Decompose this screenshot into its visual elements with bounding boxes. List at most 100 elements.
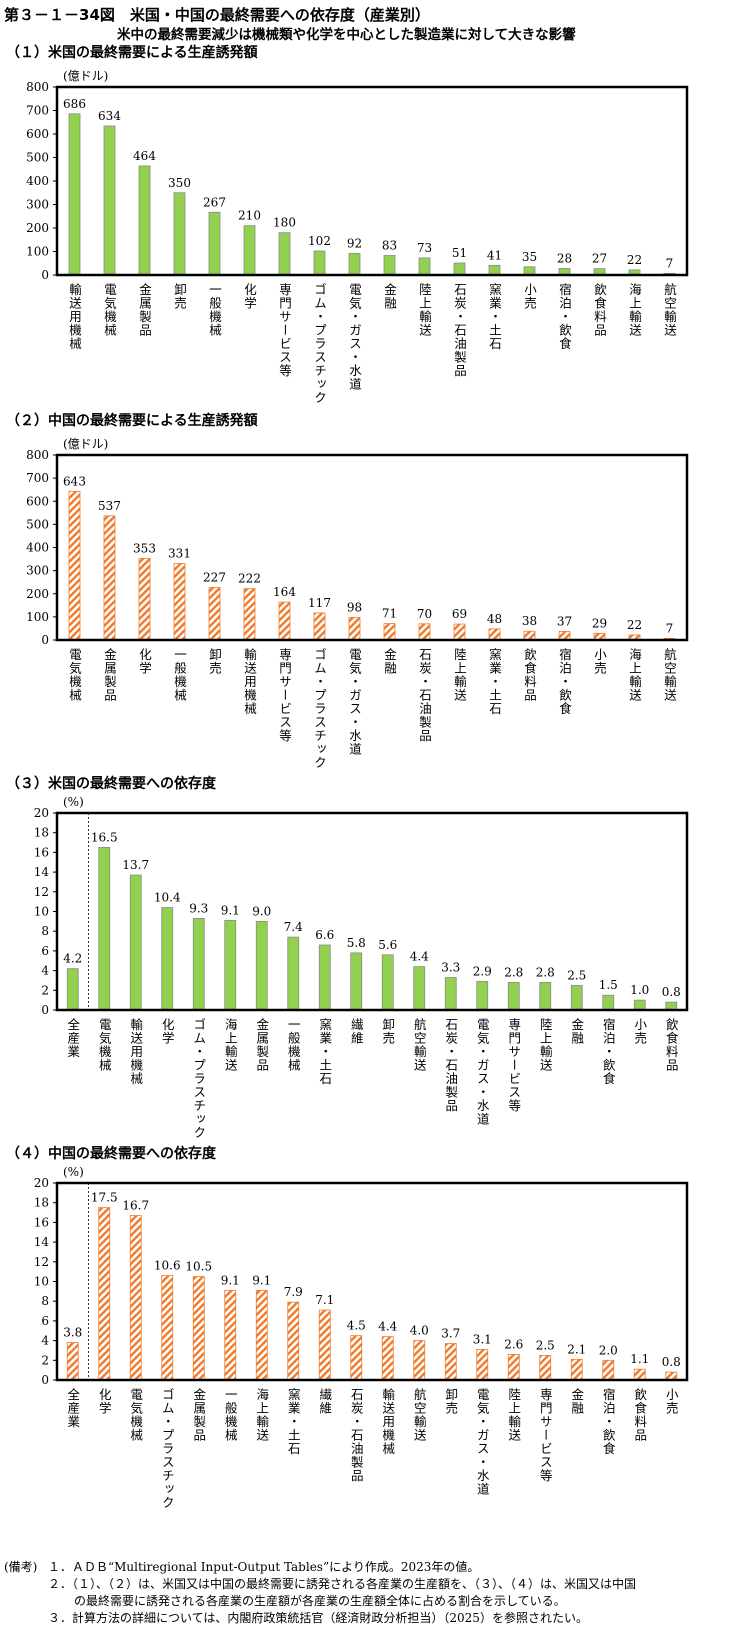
chart4-title: （４）中国の最終需要への依存度	[6, 1146, 216, 1162]
chart1-bar	[348, 252, 361, 276]
chart1-data-label: 41	[487, 248, 502, 262]
chart4-ytick-label: 12	[34, 1255, 49, 1269]
chart2-category-label: 輸送用機械	[242, 647, 257, 716]
chart4-bar	[224, 1289, 237, 1381]
chart1-bar	[68, 113, 81, 276]
chart2-data-label: 643	[63, 474, 86, 488]
chart4-data-label: 4.5	[347, 1319, 366, 1333]
chart3-category-label: 化学	[160, 1018, 175, 1045]
chart3-category-label: 輸送用機械	[128, 1017, 143, 1086]
chart4-bar	[66, 1342, 79, 1381]
chart4-ytick-label: 2	[41, 1353, 49, 1367]
chart4-data-label: 16.7	[122, 1199, 149, 1213]
chart4-data-label: 4.4	[378, 1320, 397, 1334]
chart4-data-label: 0.8	[662, 1355, 681, 1369]
note-3: ３．計算方法の詳細については、内閣府政策統括官（経済財政分析担当）（2025）を…	[48, 1611, 588, 1625]
chart2-data-label: 164	[273, 585, 296, 599]
chart3-category-label: 陸上輸送	[538, 1018, 553, 1072]
chart4-bar	[633, 1368, 646, 1381]
chart3-data-label: 4.4	[410, 950, 429, 964]
chart4-data-label: 2.0	[599, 1343, 618, 1357]
chart3-bar	[129, 874, 142, 1011]
chart4-category-label: 卸売	[443, 1387, 458, 1415]
chart4-data-label: 3.8	[63, 1326, 82, 1340]
chart2-ytick-label: 700	[26, 471, 49, 485]
chart3-category-label: 金属製品	[254, 1017, 269, 1072]
note-2-cont: の最終需要に誘発される各産業の生産額が各産業の生産額全体に占める割合を示している…	[74, 1594, 566, 1608]
chart1-ytick-label: 300	[26, 198, 49, 212]
chart4-data-label: 9.1	[221, 1273, 240, 1287]
chart4-category-label: ゴム・プラスチック	[160, 1387, 175, 1510]
chart4-bar	[602, 1359, 615, 1381]
chart1-ytick-label: 0	[41, 268, 49, 282]
chart4-data-label: 17.5	[91, 1191, 118, 1205]
chart3-category-label: 卸売	[380, 1017, 395, 1045]
chart1-category-label: 陸上輸送	[417, 283, 432, 337]
chart3-bar	[224, 919, 237, 1011]
chart2-category-label: 小売	[592, 648, 607, 675]
chart1-data-label: 210	[238, 209, 261, 223]
chart3-category-label: 石炭・石油製品	[443, 1018, 458, 1113]
chart2-unit-label: (億ドル)	[63, 437, 108, 451]
chart3-data-label: 6.6	[315, 928, 334, 942]
chart1-bar	[313, 250, 326, 276]
chart3-bar	[161, 907, 174, 1011]
chart2-category-label: 宿泊・飲食	[557, 647, 572, 716]
chart4-data-label: 7.1	[315, 1293, 334, 1307]
chart2-category-label: 陸上輸送	[452, 648, 467, 702]
chart1-data-label: 22	[627, 253, 642, 267]
chart3-category-label: 宿泊・飲食	[601, 1017, 616, 1086]
chart3-category-label: 金融	[569, 1017, 584, 1045]
chart1-ytick-label: 100	[26, 245, 49, 259]
chart2-data-label: 38	[522, 614, 537, 628]
chart1-data-label: 73	[417, 241, 432, 255]
chart4-data-label: 2.5	[536, 1338, 555, 1352]
chart4-bar	[350, 1335, 363, 1381]
chart1-data-label: 102	[308, 234, 331, 248]
chart4-category-label: 飲食料品	[632, 1387, 647, 1442]
chart1-data-label: 92	[347, 236, 362, 250]
chart4-data-label: 3.7	[441, 1327, 460, 1341]
chart2-data-label: 331	[168, 546, 191, 560]
chart4-ytick-label: 0	[41, 1373, 49, 1387]
chart1-category-label: 海上輸送	[627, 282, 642, 337]
chart4-bar	[570, 1358, 583, 1381]
chart3-data-label: 13.7	[122, 858, 149, 872]
chart2-data-label: 222	[238, 572, 261, 586]
chart1-category-label: 化学	[242, 283, 257, 310]
chart3-bar	[192, 917, 205, 1011]
chart3-bar	[413, 966, 426, 1011]
chart2-category-label: 電気・ガス・水道	[347, 648, 362, 756]
chart3-data-label: 1.0	[630, 983, 649, 997]
chart2-ytick-label: 200	[26, 587, 49, 601]
chart3-bar	[287, 936, 300, 1011]
chart4-ytick-label: 4	[41, 1334, 49, 1348]
chart3-category-label: 小売	[632, 1018, 647, 1045]
chart3-data-label: 10.4	[154, 891, 181, 905]
chart2-category-label: 飲食料品	[522, 647, 537, 702]
chart3-data-label: 2.9	[473, 964, 492, 978]
chart4-category-label: 石炭・石油製品	[349, 1388, 364, 1483]
chart2-category-label: 石炭・石油製品	[417, 648, 432, 743]
chart4-category-label: 陸上輸送	[506, 1388, 521, 1442]
chart1-bar	[383, 255, 396, 276]
chart2-data-label: 537	[98, 499, 121, 513]
chart3-data-label: 2.5	[567, 968, 586, 982]
chart4-category-label: 化学	[97, 1388, 112, 1415]
chart4-category-label: 金属製品	[191, 1387, 206, 1442]
chart3-data-label: 3.3	[441, 960, 460, 974]
chart4-data-label: 10.5	[185, 1260, 212, 1274]
chart2-bar	[488, 628, 501, 641]
chart4-category-label: 輸送用機械	[380, 1387, 395, 1456]
chart1-data-label: 27	[592, 252, 607, 266]
notes: (備考) １．ＡＤＢ“Multiregional Input-Output Tab…	[4, 1559, 636, 1627]
chart3-data-label: 7.4	[284, 920, 303, 934]
chart1-bar	[173, 192, 186, 276]
chart1-data-label: 464	[133, 149, 156, 163]
chart4-ytick-label: 18	[34, 1196, 49, 1210]
chart2-bar	[558, 631, 571, 641]
chart4-ytick-label: 20	[34, 1176, 49, 1190]
chart3-bar	[507, 982, 520, 1011]
chart2-bar	[208, 587, 221, 641]
chart3-data-label: 2.8	[536, 965, 555, 979]
